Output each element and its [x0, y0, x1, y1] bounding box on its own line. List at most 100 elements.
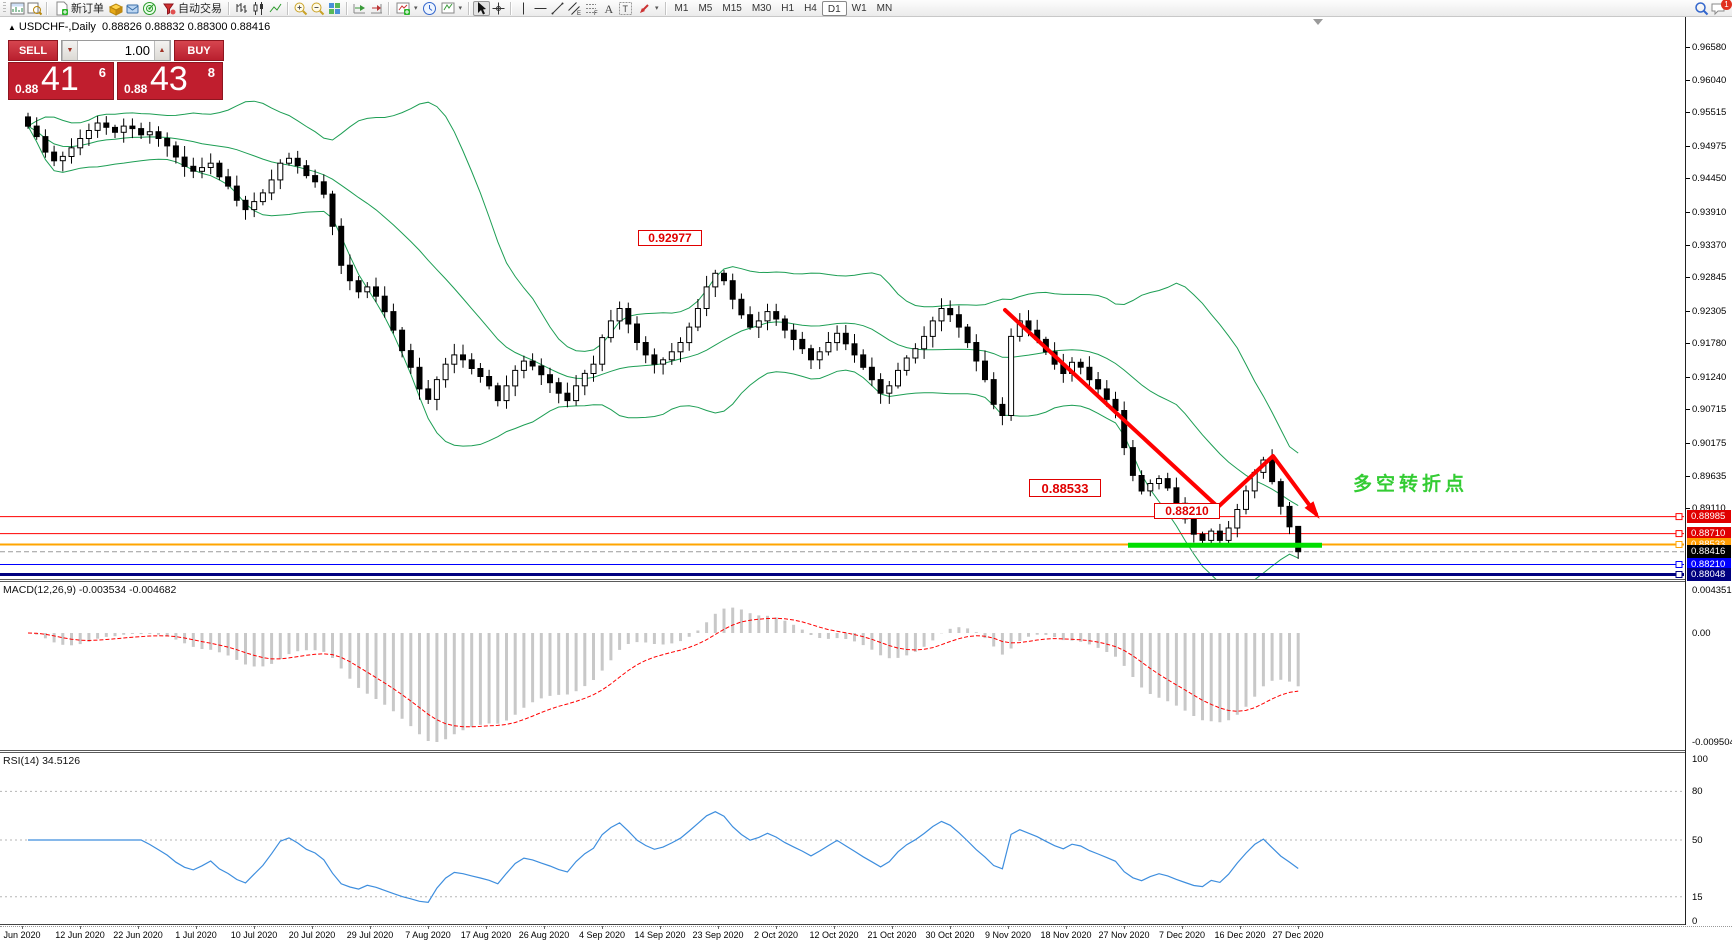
auto-trading-button[interactable]: 自动交易 — [158, 1, 225, 16]
svg-text:E: E — [577, 11, 581, 16]
notifications-button[interactable]: 1 — [1710, 0, 1732, 16]
price-axis[interactable]: 0.96580 0.96040 0.95515 0.94975 0.94450 0.939… — [1685, 17, 1732, 927]
templates-button[interactable]: ▾ — [438, 1, 466, 16]
date-tick-mark — [370, 926, 371, 929]
tile-windows-icon[interactable] — [326, 1, 343, 16]
zoom-out-icon[interactable] — [309, 1, 326, 16]
date-label: Jun 2020 — [3, 930, 41, 940]
date-label: 2 Oct 2020 — [753, 930, 799, 940]
timeframe-button-m15[interactable]: M15 — [722, 2, 742, 14]
macd-axis-label: -0.009504 — [1692, 737, 1732, 748]
trendline-tool-icon[interactable] — [549, 1, 566, 16]
collapse-arrow-icon[interactable]: ▲ — [8, 23, 16, 32]
date-tick-mark — [1182, 926, 1183, 929]
rsi-pane[interactable]: RSI(14) 34.5126 — [0, 753, 1685, 924]
date-tick-mark — [544, 926, 545, 929]
price-chart-plot — [0, 17, 1685, 591]
price-tick-label: 0.93370 — [1692, 239, 1727, 251]
auto-scroll-icon[interactable] — [351, 1, 368, 16]
timeframe-button-m1[interactable]: M1 — [674, 2, 689, 14]
mailbox-icon[interactable] — [124, 1, 141, 16]
line-chart-mode-icon[interactable] — [267, 1, 284, 16]
trend-arrowhead — [1304, 501, 1320, 519]
cursor-tool-icon[interactable] — [473, 0, 491, 16]
price-tick-mark — [1686, 409, 1690, 411]
volume-decrease-button[interactable]: ▼ — [62, 41, 78, 60]
buy-price-display[interactable]: 0.88 43 8 — [117, 60, 223, 100]
add-indicator-button[interactable]: ▾ — [393, 1, 421, 16]
toolbar-separator — [510, 1, 513, 15]
period-clock-icon[interactable] — [421, 1, 438, 16]
horizontal-line-tool-icon[interactable] — [532, 1, 549, 16]
price-tick-label: 0.94450 — [1692, 173, 1727, 185]
timeframe-button-mn[interactable]: MN — [876, 2, 893, 14]
date-label: 27 Dec 2020 — [1272, 930, 1324, 940]
date-tick-mark — [312, 926, 313, 929]
bar-chart-mode-icon[interactable] — [233, 1, 250, 16]
pane-border — [0, 924, 1685, 925]
sell-button[interactable]: SELL — [8, 40, 58, 61]
candles-layer — [25, 112, 1302, 559]
zoom-in-icon[interactable] — [292, 1, 309, 16]
price-tick-label: 0.91240 — [1692, 371, 1727, 383]
volume-input[interactable] — [78, 41, 154, 60]
trend-arrow — [1003, 308, 1318, 516]
new-chart-icon[interactable] — [9, 1, 26, 16]
pane-splitter[interactable] — [0, 579, 1732, 582]
ohlc-values: 0.88826 0.88832 0.88300 0.88416 — [102, 21, 271, 33]
candlestick-mode-icon[interactable] — [250, 1, 267, 16]
support-price-annotation-1[interactable]: 0.88533 — [1029, 479, 1101, 497]
equidistant-channel-tool-icon[interactable]: E — [566, 1, 583, 16]
date-tick-mark — [1240, 926, 1241, 929]
timeframe-button-h1[interactable]: H1 — [781, 2, 795, 14]
toolbar-separator — [468, 1, 471, 15]
new-order-button[interactable]: 新订单 — [51, 1, 107, 16]
price-tick-label: 0.89635 — [1692, 470, 1727, 482]
support-price-annotation-2[interactable]: 0.88210 — [1154, 503, 1220, 519]
date-label: 26 Aug 2020 — [518, 930, 570, 940]
date-label: 16 Dec 2020 — [1214, 930, 1266, 940]
text-label-tool-icon[interactable]: T — [617, 1, 634, 16]
buy-button[interactable]: BUY — [174, 40, 224, 61]
market-radar-icon[interactable] — [141, 1, 158, 16]
timeframe-button-w1[interactable]: W1 — [851, 2, 867, 14]
price-tick-mark — [1686, 145, 1690, 147]
timeframe-button-d1[interactable]: D1 — [821, 0, 847, 16]
timeframe-button-h4[interactable]: H4 — [804, 2, 817, 14]
rsi-axis-label: 100 — [1692, 754, 1708, 765]
toolbar-grip[interactable] — [3, 2, 6, 14]
turning-point-text[interactable]: 多空转折点 — [1353, 474, 1469, 495]
vertical-line-tool-icon[interactable] — [515, 1, 532, 16]
search-icon[interactable] — [1693, 1, 1710, 16]
auto-trading-label: 自动交易 — [178, 3, 222, 15]
crosshair-tool-icon[interactable] — [490, 1, 507, 16]
date-tick-mark — [80, 926, 81, 929]
pane-splitter[interactable] — [0, 750, 1732, 753]
date-tick-mark — [254, 926, 255, 929]
toolbar-separator — [46, 1, 48, 15]
dropdown-caret-icon: ▾ — [655, 5, 659, 12]
date-tick-mark — [834, 926, 835, 929]
timeframe-button-m5[interactable]: M5 — [698, 2, 713, 14]
arrows-tool-button[interactable]: ▾ — [634, 1, 662, 16]
price-tick-label: 0.92305 — [1692, 305, 1727, 317]
date-label: 23 Sep 2020 — [692, 930, 744, 940]
price-chart-pane[interactable]: 0.92977 0.88533 0.88210 多空转折点 — [0, 17, 1685, 591]
macd-axis-label: 0.00 — [1692, 628, 1711, 639]
chart-shift-marker[interactable] — [1313, 19, 1323, 25]
price-tick-label: 0.93910 — [1692, 206, 1727, 218]
date-axis[interactable]: Jun 2020 12 Jun 2020 22 Jun 2020 1 Jul 2020… — [0, 926, 1685, 943]
gold-cube-icon[interactable] — [107, 1, 124, 16]
volume-increase-button[interactable]: ▲ — [154, 41, 170, 60]
chart-profile-icon[interactable] — [26, 1, 43, 16]
peak-price-annotation[interactable]: 0.92977 — [638, 230, 702, 246]
timeframe-button-m30[interactable]: M30 — [751, 2, 772, 14]
svg-text:T: T — [623, 4, 629, 14]
fibonacci-tool-icon[interactable]: F — [583, 1, 600, 16]
price-tick-label: 0.94975 — [1692, 140, 1727, 152]
macd-pane[interactable]: MACD(12,26,9) -0.003534 -0.004682 — [0, 582, 1685, 750]
sell-price-display[interactable]: 0.88 41 6 — [8, 60, 114, 100]
add-indicator-icon — [396, 2, 410, 15]
chart-shift-icon[interactable] — [368, 1, 385, 16]
text-tool-icon[interactable]: A — [600, 1, 617, 16]
